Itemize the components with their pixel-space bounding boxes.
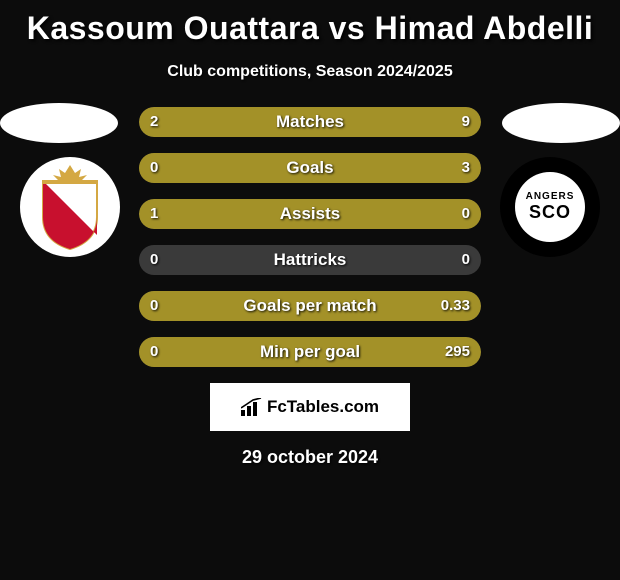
stat-label: Goals per match — [139, 291, 481, 321]
angers-text-top: ANGERS — [526, 191, 575, 202]
brand-text: FcTables.com — [267, 397, 379, 417]
stat-row: Goals0 3 — [139, 153, 481, 183]
stat-row: Hattricks0 0 — [139, 245, 481, 275]
stat-value-right: 0 — [462, 245, 470, 275]
stat-value-left: 0 — [150, 245, 158, 275]
stat-row: Assists1 0 — [139, 199, 481, 229]
player-photo-left — [0, 103, 118, 143]
stat-value-left: 1 — [150, 199, 158, 229]
stat-label: Assists — [139, 199, 481, 229]
comparison-area: ANGERS SCO Matches29Goals03Assists10Hatt… — [0, 103, 620, 367]
angers-crest-icon: ANGERS SCO — [515, 172, 585, 242]
stat-label: Goals — [139, 153, 481, 183]
stat-value-left: 0 — [150, 337, 158, 367]
stat-row: Matches2 9 — [139, 107, 481, 137]
page-subtitle: Club competitions, Season 2024/2025 — [0, 63, 620, 81]
stat-label: Hattricks — [139, 245, 481, 275]
monaco-crest-icon — [33, 163, 107, 251]
stat-value-left: 0 — [150, 153, 158, 183]
page-title: Kassoum Ouattara vs Himad Abdelli — [0, 0, 620, 47]
club-badge-left — [20, 157, 120, 257]
stat-row: Min per goal0 295 — [139, 337, 481, 367]
brand-chart-icon — [241, 398, 263, 416]
date-text: 29 october 2024 — [0, 447, 620, 468]
brand-box[interactable]: FcTables.com — [210, 383, 410, 431]
stat-value-right: 3 — [462, 153, 470, 183]
player-photo-right — [502, 103, 620, 143]
stat-value-right: 9 — [462, 107, 470, 137]
stats-list: Matches29Goals03Assists10Hattricks00Goal… — [139, 103, 481, 367]
stat-value-right: 0 — [462, 199, 470, 229]
stat-value-right: 0.33 — [441, 291, 470, 321]
stat-row: Goals per match0 0.33 — [139, 291, 481, 321]
stat-value-left: 2 — [150, 107, 158, 137]
stat-label: Min per goal — [139, 337, 481, 367]
stat-label: Matches — [139, 107, 481, 137]
stat-value-right: 295 — [445, 337, 470, 367]
stat-value-left: 0 — [150, 291, 158, 321]
angers-text-main: SCO — [529, 202, 571, 223]
club-badge-right: ANGERS SCO — [500, 157, 600, 257]
